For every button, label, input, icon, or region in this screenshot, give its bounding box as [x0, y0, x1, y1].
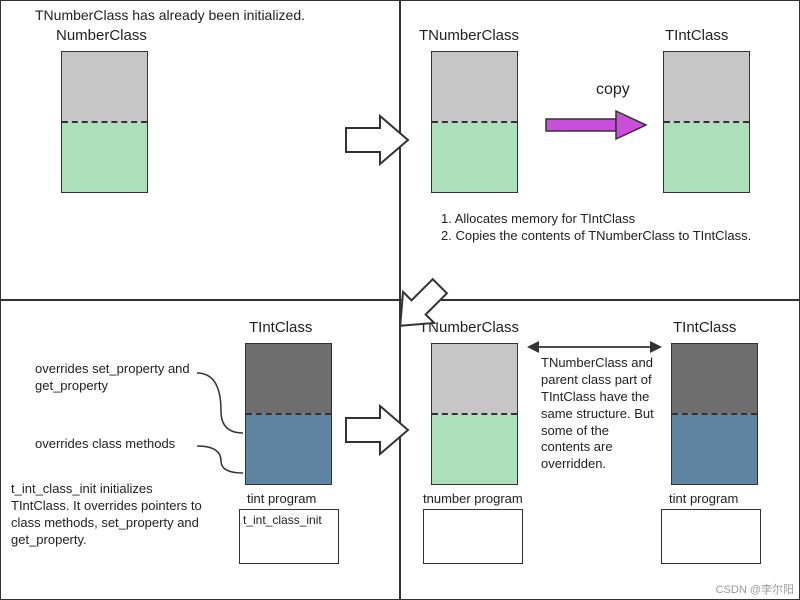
watermark: CSDN @李尔阳: [716, 581, 794, 597]
flow-arrow-1-icon: [342, 110, 412, 170]
panel3-prog-box: t_int_class_init: [239, 509, 339, 564]
panel4-left-box: [431, 343, 518, 485]
copy-label: copy: [596, 81, 630, 99]
panel2-left-box: [431, 51, 518, 193]
panel-1: TNumberClass has already been initialize…: [0, 0, 400, 300]
panel2-step2: 2. Copies the contents of TNumberClass t…: [441, 228, 781, 245]
flow-arrow-3-icon: [342, 400, 412, 460]
brace-connector-icon: [197, 361, 247, 491]
panel2-left-label: TNumberClass: [419, 27, 519, 44]
panel3-override1: overrides set_property and get_property: [35, 361, 195, 395]
panel3-override2: overrides class methods: [35, 436, 205, 453]
flow-arrow-2-icon: [388, 274, 452, 338]
panel4-right-box: [671, 343, 758, 485]
panel4-lprog-label: tnumber program: [423, 491, 523, 508]
panel4-rprog-box: [661, 509, 761, 564]
panel2-right-label: TIntClass: [665, 27, 728, 44]
panel3-prog-text: t_int_class_init: [243, 513, 322, 527]
panel2-steps: 1. Allocates memory for TIntClass 2. Cop…: [441, 211, 781, 245]
panel1-box-top: [62, 52, 147, 121]
panel4-rprog-label: tint program: [669, 491, 738, 508]
panel2-step1: 1. Allocates memory for TIntClass: [441, 211, 781, 228]
panel4-right-label: TIntClass: [673, 319, 736, 336]
double-arrow-icon: [527, 337, 662, 357]
panel1-classbox: [61, 51, 148, 193]
panel-4: TNumberClass TIntClass TNumberClass and …: [400, 300, 800, 600]
panel3-title: TIntClass: [249, 319, 312, 336]
panel1-classlabel: NumberClass: [56, 27, 147, 44]
panel-3: TIntClass overrides set_property and get…: [0, 300, 400, 600]
panel3-classbox: [245, 343, 332, 485]
panel4-note: TNumberClass and parent class part of TI…: [541, 355, 661, 473]
panel2-right-box: [663, 51, 750, 193]
panel3-prog-label: tint program: [247, 491, 316, 508]
panel3-desc: t_int_class_init initializes TIntClass. …: [11, 481, 211, 549]
panel1-note: TNumberClass has already been initialize…: [35, 7, 305, 23]
panel4-lprog-box: [423, 509, 523, 564]
panel1-box-bottom: [62, 121, 147, 192]
copy-arrow-icon: [541, 106, 651, 146]
panel-2: TNumberClass TIntClass copy 1. Allocates…: [400, 0, 800, 300]
